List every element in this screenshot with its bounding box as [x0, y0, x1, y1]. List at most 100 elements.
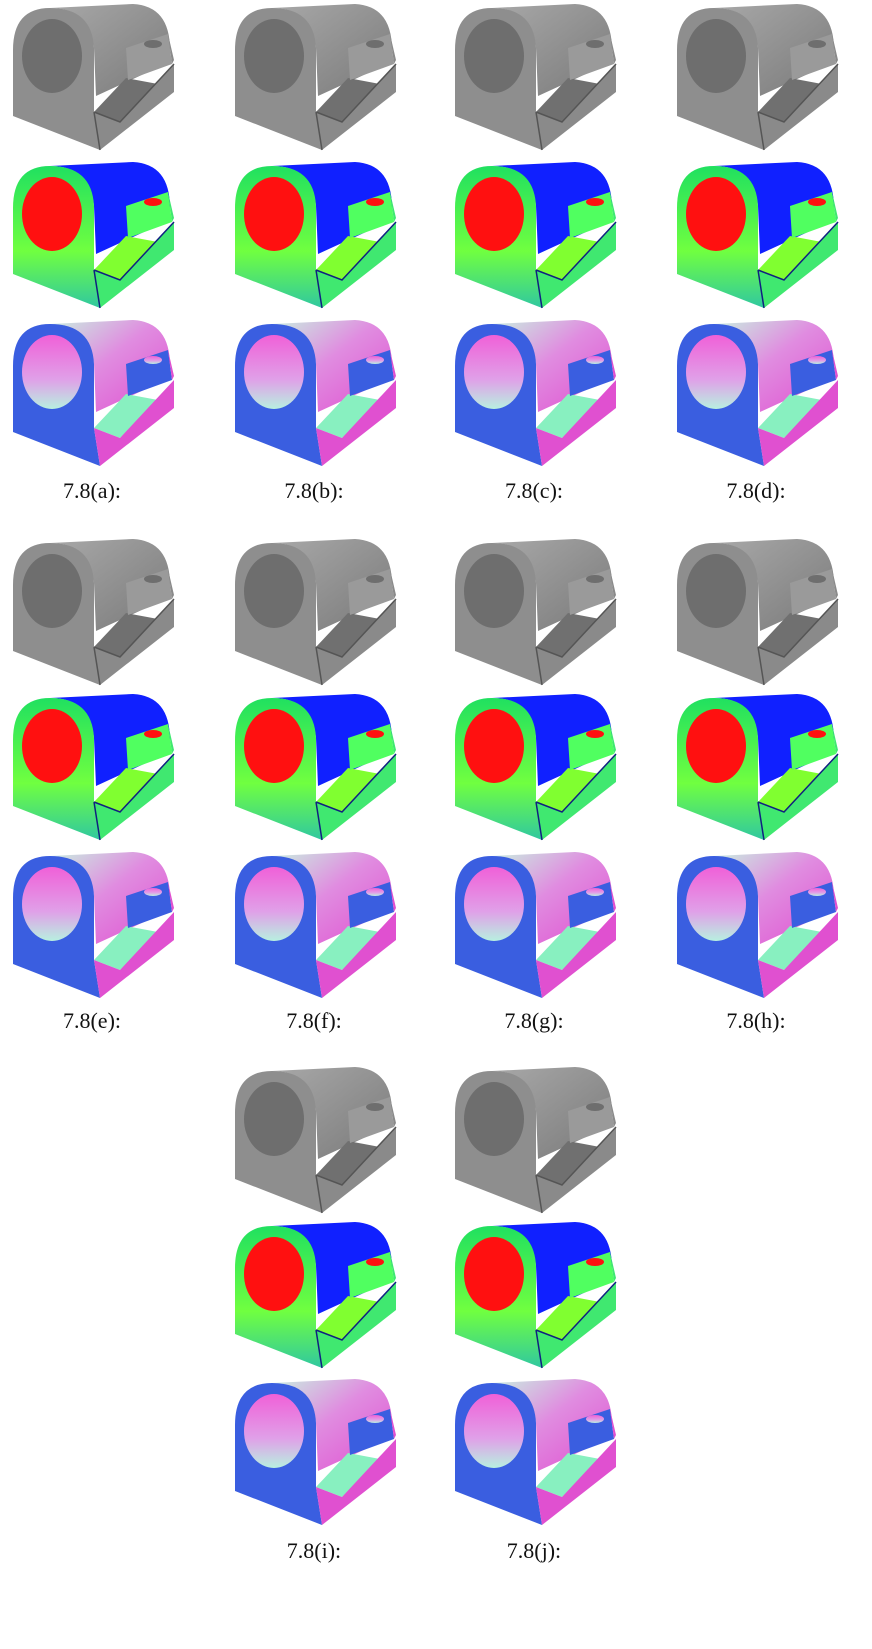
seat	[94, 926, 158, 970]
hole	[464, 1394, 524, 1468]
front-face	[758, 380, 838, 466]
arm-hole	[808, 40, 826, 48]
seat	[316, 1296, 380, 1340]
arm-side	[832, 724, 838, 754]
mesh-render-normal	[13, 320, 174, 466]
seat	[316, 1453, 380, 1497]
edges	[93, 753, 175, 841]
arm-side	[610, 350, 616, 380]
arm-side	[610, 34, 616, 64]
arm-side	[832, 34, 838, 64]
arm-side	[832, 569, 838, 599]
arm-hole	[586, 1103, 604, 1111]
seat	[536, 613, 600, 657]
mesh-render-normal	[235, 852, 396, 998]
arm-side	[832, 192, 838, 222]
arm-hole	[586, 575, 604, 583]
mesh-render-gray	[235, 1067, 397, 1214]
caption: 7.8(h):	[726, 1008, 785, 1033]
hole	[686, 19, 746, 93]
seat	[758, 613, 822, 657]
arm-side	[168, 34, 174, 64]
hole	[244, 554, 304, 628]
arm-side	[390, 1252, 396, 1282]
mesh-render-heat	[677, 694, 839, 841]
hole	[22, 335, 82, 409]
arm-side	[390, 34, 396, 64]
mesh-render-heat	[235, 694, 397, 841]
seat	[758, 394, 822, 438]
seat	[94, 768, 158, 812]
caption: 7.8(g):	[504, 1008, 563, 1033]
arm-hole	[808, 575, 826, 583]
seat	[316, 613, 380, 657]
arm-side	[168, 350, 174, 380]
seat	[758, 926, 822, 970]
edges	[535, 1126, 617, 1214]
arm-hole	[144, 888, 162, 896]
hole	[686, 709, 746, 783]
edges	[535, 1281, 617, 1369]
hole	[464, 867, 524, 941]
arm-side	[168, 882, 174, 912]
mesh-render-normal	[13, 852, 174, 998]
arm-side	[832, 882, 838, 912]
mesh-render-gray	[455, 4, 617, 151]
caption: 7.8(e):	[63, 1008, 121, 1033]
mesh-render-heat	[677, 162, 839, 309]
arm-side	[168, 569, 174, 599]
arm-hole	[366, 356, 384, 364]
arm-side	[168, 192, 174, 222]
arm-hole	[366, 575, 384, 583]
arm-hole	[366, 1103, 384, 1111]
edges	[315, 598, 397, 686]
arm-hole	[586, 730, 604, 738]
front-face	[94, 380, 174, 466]
mesh-render-heat	[455, 1222, 617, 1369]
seat	[536, 1453, 600, 1497]
arm-side	[390, 882, 396, 912]
edges	[315, 1281, 397, 1369]
mesh-render-gray	[677, 4, 839, 151]
edges	[93, 63, 175, 151]
mesh-render-normal	[455, 852, 616, 998]
hole	[244, 709, 304, 783]
mesh-render-heat	[455, 162, 617, 309]
edges	[535, 63, 617, 151]
arm-hole	[586, 1415, 604, 1423]
mesh-render-heat	[13, 162, 175, 309]
arm-hole	[366, 730, 384, 738]
caption: 7.8(j):	[507, 1538, 561, 1563]
seat	[536, 768, 600, 812]
mesh-render-gray	[235, 4, 397, 151]
caption: 7.8(a):	[63, 478, 121, 503]
arm-hole	[366, 1258, 384, 1266]
mesh-render-normal	[677, 320, 838, 466]
arm-hole	[366, 198, 384, 206]
mesh-render-normal	[677, 852, 838, 998]
mesh-render-gray	[13, 4, 175, 151]
caption: 7.8(b):	[284, 478, 343, 503]
arm-hole	[144, 40, 162, 48]
arm-side	[390, 1409, 396, 1439]
arm-hole	[144, 575, 162, 583]
hole	[22, 709, 82, 783]
edges	[315, 221, 397, 309]
arm-hole	[808, 198, 826, 206]
hole	[244, 867, 304, 941]
seat	[536, 394, 600, 438]
seat	[316, 768, 380, 812]
arm-hole	[808, 730, 826, 738]
caption: 7.8(c):	[505, 478, 563, 503]
seat	[316, 1141, 380, 1185]
arm-side	[390, 724, 396, 754]
hole	[464, 335, 524, 409]
front-face	[94, 912, 174, 998]
arm-side	[610, 724, 616, 754]
caption: 7.8(i):	[287, 1538, 341, 1563]
front-face	[536, 912, 616, 998]
arm-hole	[586, 356, 604, 364]
arm-side	[390, 1097, 396, 1127]
arm-hole	[808, 356, 826, 364]
